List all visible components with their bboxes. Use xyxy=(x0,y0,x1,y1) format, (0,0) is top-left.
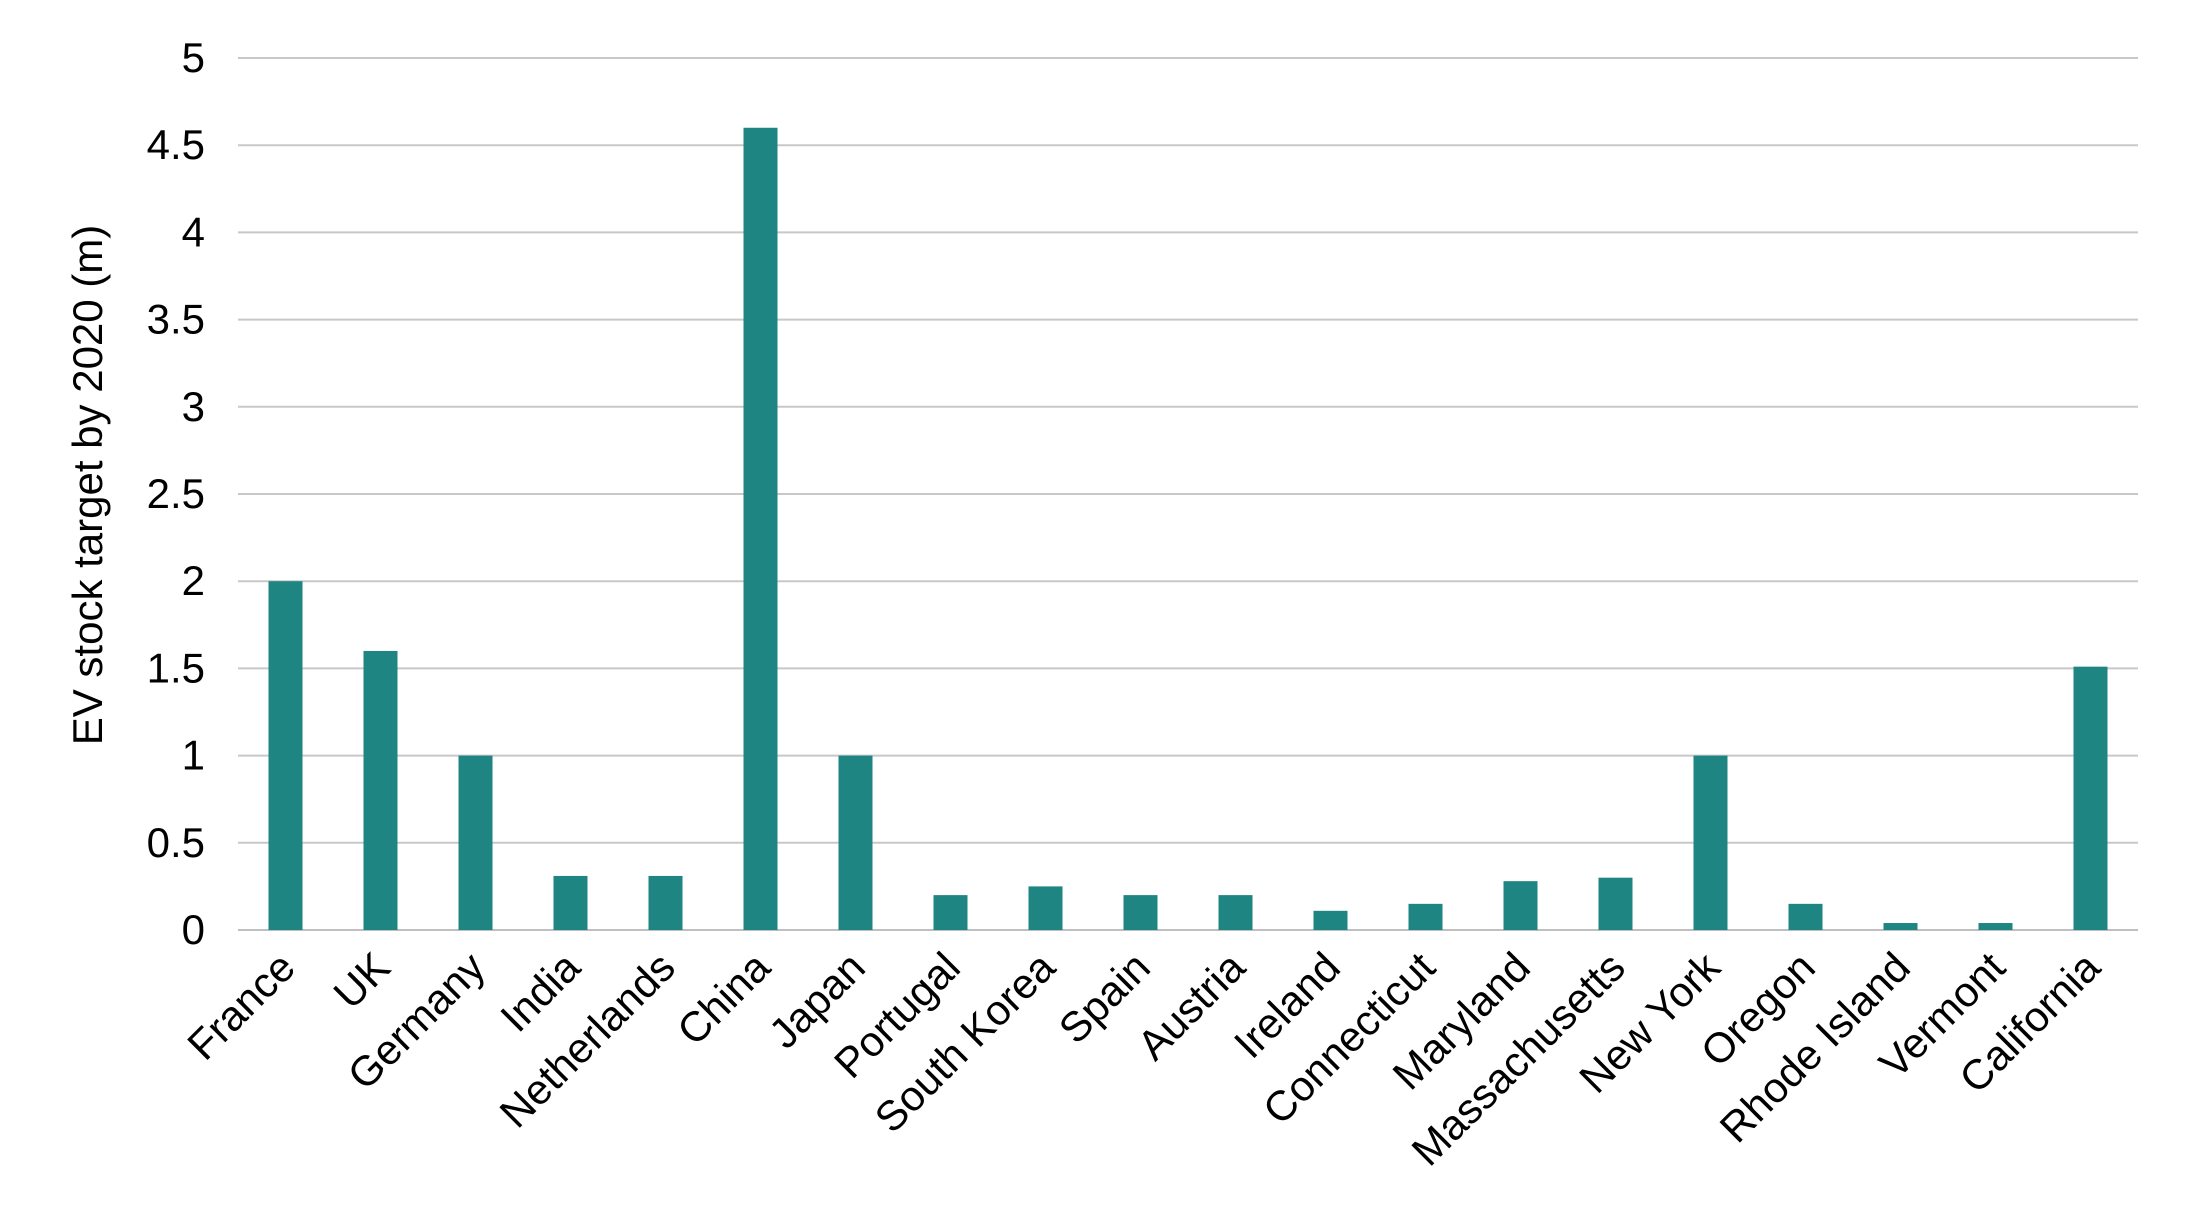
bar xyxy=(1883,923,1918,930)
x-category-label: Netherlands xyxy=(490,943,683,1136)
bar xyxy=(1503,881,1538,930)
y-tick-label: 2.5 xyxy=(147,470,205,517)
x-axis-category-labels: France UKGermanyIndiaNetherlandsChinaJapa… xyxy=(178,942,2109,1174)
y-axis-tick-labels: 0 0.5 1 1.5 2 2.5 3 3.5 4 4.5 5 xyxy=(147,34,205,953)
bar xyxy=(743,127,778,930)
bar xyxy=(1028,886,1063,930)
y-tick-label: 4.5 xyxy=(147,121,205,168)
bar xyxy=(1218,895,1253,930)
y-tick-label: 3 xyxy=(182,383,205,430)
bars xyxy=(268,127,2108,930)
x-category-label: China xyxy=(668,943,779,1054)
bar xyxy=(648,875,683,930)
y-axis-title: EV stock target by 2020 (m) xyxy=(64,225,111,746)
bar xyxy=(1408,903,1443,930)
bar xyxy=(1313,910,1348,930)
y-tick-label: 1 xyxy=(182,732,205,779)
bar xyxy=(1978,923,2013,930)
bar xyxy=(363,650,398,930)
bar xyxy=(1123,895,1158,930)
y-tick-label: 5 xyxy=(182,34,205,81)
bar xyxy=(2073,666,2108,930)
y-tick-label: 0 xyxy=(182,906,205,953)
x-category-label: France xyxy=(178,943,304,1069)
y-tick-label: 4 xyxy=(182,208,205,255)
bar xyxy=(1693,755,1728,930)
y-tick-label: 0.5 xyxy=(147,819,205,866)
bar xyxy=(553,875,588,930)
bar xyxy=(933,895,968,930)
bar xyxy=(1788,903,1823,930)
bar xyxy=(838,755,873,930)
x-category-label: Austria xyxy=(1128,943,1254,1069)
bar xyxy=(458,755,493,930)
gridlines xyxy=(238,57,2138,931)
y-tick-label: 2 xyxy=(182,557,205,604)
bar xyxy=(1598,877,1633,930)
bar xyxy=(268,581,303,930)
y-tick-label: 1.5 xyxy=(147,644,205,691)
y-tick-label: 3.5 xyxy=(147,296,205,343)
x-category-label: UK xyxy=(324,943,399,1018)
